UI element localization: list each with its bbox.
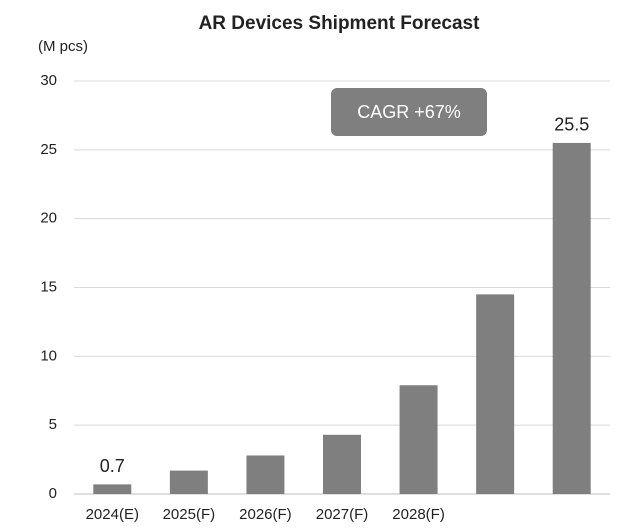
y-axis-label: (M pcs)	[38, 38, 88, 55]
bar	[476, 294, 515, 494]
data-label: 25.5	[554, 115, 589, 135]
y-tick-label: 5	[49, 416, 57, 433]
bar	[399, 385, 438, 494]
annotation: CAGR +67%	[357, 102, 461, 122]
x-tick-label: 2026(F)	[239, 506, 292, 523]
y-tick-label: 0	[49, 485, 57, 502]
bar	[169, 470, 208, 494]
y-tick-label: 20	[40, 210, 57, 227]
x-tick-label: 2024(E)	[86, 506, 139, 523]
x-tick-label: 2025(F)	[163, 506, 216, 523]
y-tick-label: 30	[40, 72, 57, 89]
x-tick-label: 2028(F)	[392, 506, 445, 523]
x-tick-label: 2027(F)	[316, 506, 369, 523]
y-tick-label: 25	[40, 141, 57, 158]
bar	[552, 142, 591, 494]
data-label: 0.7	[100, 456, 125, 476]
y-tick-label: 15	[40, 278, 57, 295]
chart-title: AR Devices Shipment Forecast	[199, 13, 481, 34]
bar	[323, 434, 361, 494]
bar	[246, 455, 285, 494]
y-tick-label: 10	[40, 347, 57, 364]
annotation-box	[331, 88, 487, 136]
bar	[93, 484, 132, 494]
